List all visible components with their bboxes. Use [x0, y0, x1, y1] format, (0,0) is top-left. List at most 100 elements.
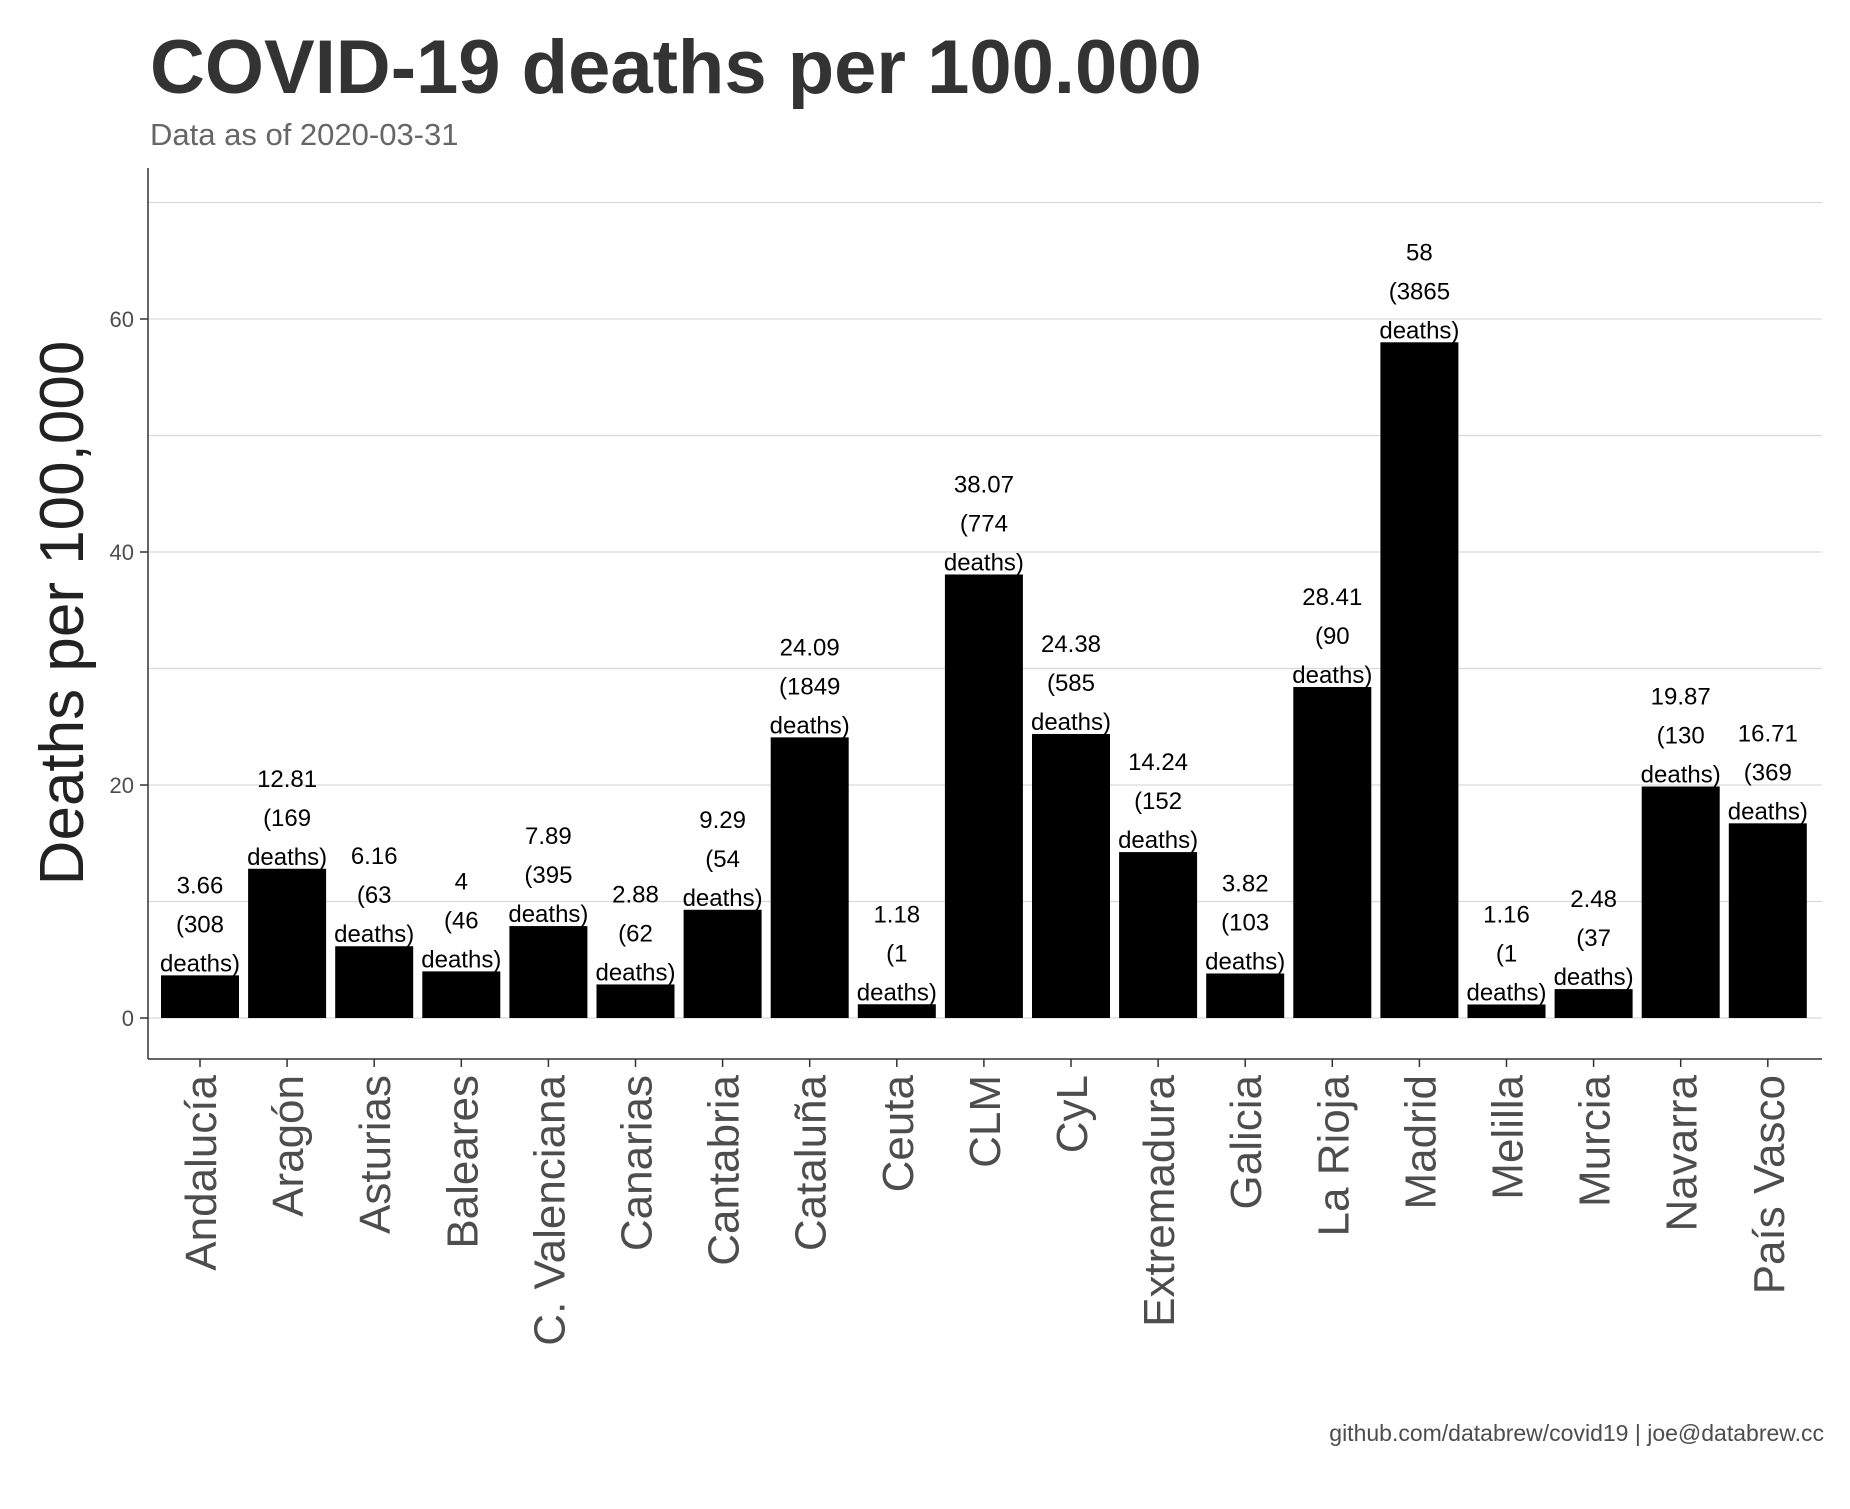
data-label: deaths) [247, 844, 327, 871]
y-tick-label: 0 [122, 1006, 134, 1031]
data-label: (54 [705, 846, 740, 873]
data-label: deaths) [857, 979, 937, 1006]
x-tick-label: Murcia [1571, 1074, 1620, 1207]
data-label: 58 [1406, 239, 1433, 266]
chart-subtitle: Data as of 2020-03-31 [150, 117, 459, 152]
data-label: 9.29 [699, 807, 746, 834]
bar [1293, 687, 1372, 1018]
data-label: 24.09 [780, 634, 840, 661]
data-label: (46 [444, 907, 479, 934]
data-label: 2.88 [612, 881, 659, 908]
data-label: deaths) [160, 950, 240, 977]
chart-caption: github.com/databrew/covid19 | joe@databr… [1329, 1420, 1824, 1446]
x-tick-label: Melilla [1484, 1074, 1533, 1199]
bar [1032, 733, 1110, 1018]
data-label: (130 [1657, 723, 1705, 750]
bar [1641, 786, 1720, 1018]
bar [1206, 973, 1285, 1018]
data-label: (3865 [1389, 278, 1450, 305]
data-label: 24.38 [1041, 631, 1101, 658]
data-label: deaths) [334, 921, 414, 948]
data-label: 3.82 [1222, 870, 1269, 897]
data-label: deaths) [1031, 709, 1111, 736]
bar [770, 737, 849, 1018]
data-label: 3.66 [177, 872, 224, 899]
bar [422, 971, 501, 1018]
y-axis-label: Deaths per 100,000 [28, 341, 97, 886]
data-label: (90 [1315, 623, 1350, 650]
x-tick-label: Aragón [264, 1075, 313, 1217]
data-label: (308 [176, 911, 224, 938]
y-tick-label: 20 [110, 773, 134, 798]
x-tick-label: Baleares [438, 1075, 487, 1249]
data-label: (1 [1496, 940, 1517, 967]
data-label: (103 [1221, 909, 1269, 936]
bar [857, 1004, 936, 1018]
y-tick-label: 60 [110, 307, 134, 332]
data-label: deaths) [1641, 762, 1721, 789]
data-label: 1.18 [873, 901, 920, 928]
x-tick-label: Asturias [351, 1075, 400, 1234]
data-label: 4 [455, 868, 468, 895]
data-label: 28.41 [1302, 584, 1362, 611]
data-label: deaths) [421, 946, 501, 973]
bar [1119, 852, 1198, 1018]
data-label: deaths) [1554, 964, 1634, 991]
data-label: 12.81 [257, 766, 317, 793]
data-label: (1 [886, 940, 907, 967]
x-tick-label: CyL [1048, 1075, 1097, 1153]
data-label: 1.16 [1483, 901, 1530, 928]
data-label: 19.87 [1651, 684, 1711, 711]
data-label: (62 [618, 920, 653, 947]
data-label: deaths) [1118, 827, 1198, 854]
data-label: (37 [1576, 925, 1611, 952]
bar [1554, 989, 1633, 1018]
bar [248, 868, 327, 1018]
data-label: deaths) [595, 959, 675, 986]
data-label: deaths) [770, 712, 850, 739]
bar [1467, 1004, 1546, 1018]
bar [509, 926, 588, 1018]
data-label: (63 [357, 882, 392, 909]
data-label: (395 [524, 862, 572, 889]
x-tick-label: Cantabria [700, 1074, 749, 1265]
data-label: deaths) [944, 549, 1024, 576]
x-tick-label: Andalucía [177, 1074, 226, 1270]
data-labels: 3.66 (308 deaths) 12.81 (169 deaths) 6.16 (63 de… [160, 239, 1808, 1006]
data-label: 2.48 [1570, 886, 1617, 913]
bar [596, 984, 675, 1018]
tick-labels: 0 20 40 60 Andalucía Aragón Asturias Baleares C.… [110, 307, 1794, 1346]
data-label: deaths) [1466, 979, 1546, 1006]
x-tick-label: Extremadura [1135, 1074, 1184, 1326]
data-label: 14.24 [1128, 749, 1188, 776]
x-tick-label: Canarias [613, 1075, 662, 1251]
bars [161, 342, 1807, 1018]
x-tick-label: CLM [961, 1075, 1010, 1168]
bar [944, 574, 1023, 1018]
bar [683, 909, 762, 1018]
data-label: 7.89 [525, 823, 572, 850]
data-label: 6.16 [351, 843, 398, 870]
bar [335, 946, 414, 1018]
data-label: 16.71 [1738, 720, 1798, 747]
bar [1380, 342, 1459, 1018]
x-tick-label: Ceuta [874, 1074, 923, 1192]
data-label: (369 [1744, 759, 1792, 786]
chart-title: COVID-19 deaths per 100.000 [150, 25, 1202, 110]
data-label: (774 [960, 510, 1008, 537]
data-label: deaths) [1205, 948, 1285, 975]
x-tick-label: Cataluña [787, 1074, 836, 1251]
data-label: deaths) [683, 885, 763, 912]
y-tick-label: 40 [110, 540, 134, 565]
data-label: (1849 [779, 673, 840, 700]
x-tick-label: Madrid [1396, 1075, 1445, 1210]
data-label: deaths) [508, 901, 588, 928]
axes [147, 168, 1822, 1060]
data-label: (152 [1134, 788, 1182, 815]
x-tick-label: C. Valenciana [525, 1074, 574, 1345]
data-label: deaths) [1728, 798, 1808, 825]
bar [1728, 823, 1807, 1018]
data-label: (169 [263, 805, 311, 832]
data-label: 38.07 [954, 471, 1014, 498]
